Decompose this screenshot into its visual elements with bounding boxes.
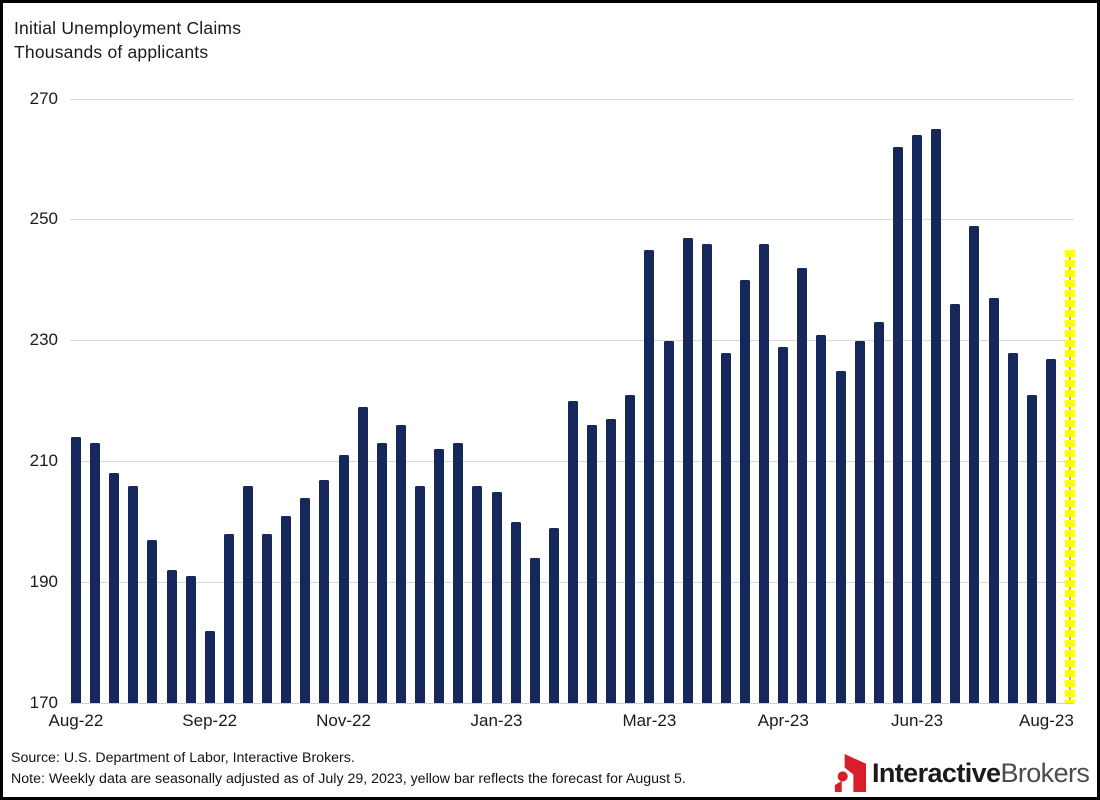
bar	[243, 485, 254, 703]
y-tick-label: 210	[29, 450, 58, 470]
logo-text-brokers: Brokers	[1000, 758, 1090, 788]
methodology-note: Note: Weekly data are seasonally adjuste…	[11, 770, 686, 787]
gridline	[70, 219, 1074, 221]
bar	[281, 515, 292, 703]
bar	[147, 539, 158, 703]
bar	[644, 250, 655, 703]
y-tick-label: 270	[29, 88, 58, 108]
x-tick-label: Mar-23	[622, 711, 677, 730]
bar	[778, 346, 789, 703]
bar	[720, 352, 731, 703]
bar	[567, 401, 578, 703]
bar	[682, 237, 693, 703]
bar	[835, 370, 846, 703]
bar	[663, 340, 674, 703]
chart-subtitle: Thousands of applicants	[14, 42, 209, 63]
bar	[262, 533, 273, 703]
bar	[587, 425, 598, 703]
x-tick-label: Sep-22	[182, 711, 238, 730]
gridline	[70, 340, 1074, 342]
bar	[854, 340, 865, 703]
bar	[1007, 352, 1018, 703]
bar	[759, 243, 770, 703]
bar	[548, 527, 559, 703]
bar	[415, 485, 426, 703]
bar	[319, 479, 330, 703]
footer-notes: Source: U.S. Department of Labor, Intera…	[11, 748, 686, 789]
forecast-bar	[1064, 250, 1075, 703]
bar	[816, 334, 827, 703]
bar	[128, 485, 139, 703]
bar	[950, 304, 961, 703]
bar	[453, 443, 464, 703]
bar	[338, 455, 349, 703]
bar	[376, 443, 387, 703]
y-tick-label: 230	[29, 330, 58, 350]
bar	[892, 147, 903, 703]
bar	[204, 630, 215, 703]
bar	[606, 419, 617, 703]
bar	[931, 129, 942, 703]
bar	[185, 576, 196, 703]
bar	[1045, 358, 1056, 703]
bar	[166, 570, 177, 703]
bar	[701, 243, 712, 703]
x-tick-label: Aug-22	[48, 711, 104, 730]
bar	[395, 425, 406, 703]
y-tick-label: 190	[29, 571, 58, 591]
bar	[357, 407, 368, 703]
bar	[109, 473, 120, 703]
bar	[300, 497, 311, 703]
interactive-brokers-logo-text: InteractiveBrokers	[872, 758, 1090, 789]
bar	[912, 135, 923, 703]
bar	[1026, 394, 1037, 703]
chart-title: Initial Unemployment Claims	[14, 18, 242, 38]
x-tick-label: Aug-23	[1019, 711, 1074, 730]
x-tick-label: Apr-23	[757, 711, 809, 730]
gridline	[70, 98, 1074, 100]
bar	[472, 485, 483, 703]
plot-area: 170 190 210 230 250 270 Aug-22 Sep-22 Nov-22 Jan-…	[30, 89, 1075, 730]
bar	[873, 322, 884, 703]
interactive-brokers-logo-icon	[834, 754, 867, 792]
y-tick-label: 250	[29, 209, 58, 229]
source-note: Source: U.S. Department of Labor, Intera…	[11, 750, 355, 766]
bar	[491, 491, 502, 703]
bar	[988, 298, 999, 703]
x-tick-label: Jun-23	[891, 711, 944, 730]
bar	[797, 268, 808, 703]
logo-text-interactive: Interactive	[872, 758, 1001, 788]
bar	[740, 280, 751, 703]
bar	[529, 558, 540, 703]
x-axis-line	[70, 702, 1074, 704]
interactive-brokers-logo: InteractiveBrokers	[832, 754, 1090, 793]
bar	[71, 437, 81, 703]
bar	[510, 521, 521, 703]
bar	[90, 443, 101, 703]
bar	[223, 533, 234, 703]
y-tick-label: 170	[29, 692, 58, 712]
bar	[969, 225, 980, 703]
x-tick-label: Nov-22	[316, 711, 371, 730]
bar	[625, 394, 636, 703]
bar	[434, 449, 445, 703]
x-tick-label: Jan-23	[470, 711, 523, 730]
chart-title-block: Initial Unemployment Claims Thousands of…	[14, 16, 241, 64]
